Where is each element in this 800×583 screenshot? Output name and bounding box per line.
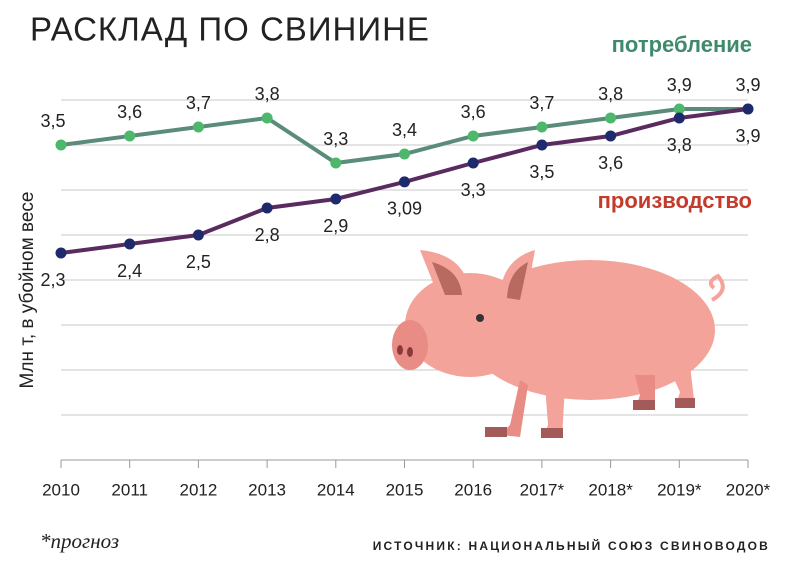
chart-title: РАСКЛАД ПО СВИНИНЕ [30,11,430,48]
marker [605,130,617,142]
value-label: 2,4 [117,261,142,281]
value-label: 2,3 [40,270,65,290]
value-label: 3,3 [323,129,348,149]
x-tick-label: 2014 [317,480,355,499]
value-label: 2,9 [323,216,348,236]
value-label: 3,3 [461,180,486,200]
value-label: 3,9 [735,75,760,95]
marker [467,157,479,169]
value-label: 3,7 [186,93,211,113]
x-tick-label: 2010 [42,480,80,499]
plot: 2010 2011 2012 2013 2014 2015 2016 2017* 2018* 20… [40,32,770,500]
marker [673,103,685,115]
value-label: 3,8 [255,84,280,104]
marker [124,130,136,142]
marker [742,103,754,115]
marker [192,229,204,241]
x-tick-label: 2012 [179,480,217,499]
marker [673,112,685,124]
x-tick-label: 2020* [726,480,771,499]
value-label: 3,6 [117,102,142,122]
marker [192,121,204,133]
marker [55,139,67,151]
x-tick-label: 2015 [386,480,424,499]
marker [261,202,273,214]
marker [261,112,273,124]
x-tick-label: 2019* [657,480,702,499]
footnote: *прогноз [40,529,119,553]
legend-label: потребление [612,32,752,57]
x-tick-label: 2018* [588,480,633,499]
x-tick-label: 2016 [454,480,492,499]
value-label: 3,5 [40,111,65,131]
x-tick-label: 2011 [111,480,148,499]
value-label: 3,5 [529,162,554,182]
marker [467,130,479,142]
marker [605,112,617,124]
marker [536,121,548,133]
value-label: 3,6 [598,153,623,173]
value-label: 3,9 [667,75,692,95]
x-tick-label: 2017* [520,480,565,499]
marker [399,148,410,160]
value-label: 3,9 [735,126,760,146]
value-label: 3,09 [387,199,422,219]
legend-label: производство [598,188,752,213]
marker [399,176,410,188]
value-label: 2,5 [186,252,211,272]
marker [330,157,342,169]
x-tick-label: 2013 [248,480,286,499]
source: ИСТОЧНИК: НАЦИОНАЛЬНЫЙ СОЮЗ СВИНОВОДОВ [373,538,770,553]
value-label: 2,8 [255,225,280,245]
y-axis-label: Млн т, в убойном весе [17,192,38,389]
marker [330,193,342,205]
value-label: 3,4 [392,120,417,140]
marker [55,247,67,259]
marker [124,238,136,250]
value-label: 3,8 [667,135,692,155]
value-label: 3,7 [529,93,554,113]
pig-illustration [392,250,725,438]
value-label: 3,6 [461,102,486,122]
marker [536,139,548,151]
value-label: 3,8 [598,84,623,104]
